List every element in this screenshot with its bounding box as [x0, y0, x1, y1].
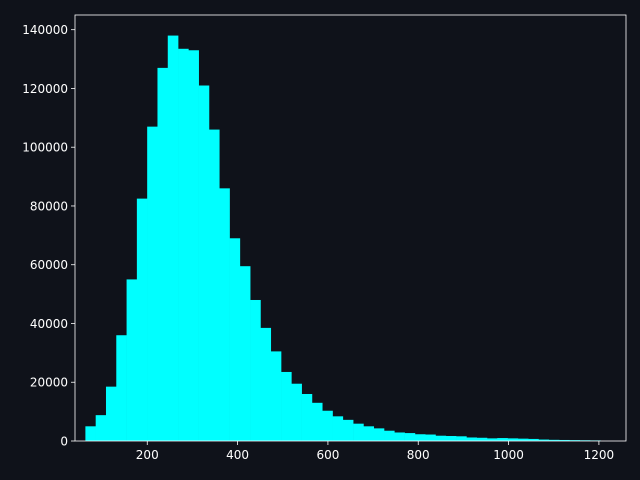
- y-axis: 0 20000 40000 60000 80000 100000 120000 140000: [22, 23, 75, 449]
- histogram-bar: [528, 438, 539, 441]
- x-tick-label: 1200: [584, 448, 615, 462]
- histogram-bar: [404, 433, 416, 441]
- x-tick-label: 600: [316, 448, 339, 462]
- histogram-bar: [569, 440, 580, 441]
- histogram-bar: [445, 436, 457, 441]
- histogram-bar: [291, 383, 302, 441]
- histogram-bar: [559, 439, 570, 441]
- plot-frame: [74, 14, 627, 442]
- histogram-bar: [322, 410, 333, 441]
- histogram-bar: [373, 428, 385, 441]
- x-tick-label: 400: [226, 448, 249, 462]
- histogram-bar: [311, 402, 323, 441]
- histogram-bar: [116, 335, 127, 441]
- histogram-bar: [507, 438, 519, 441]
- histogram-bar: [342, 419, 354, 441]
- histogram-bar: [476, 437, 488, 441]
- histogram-bar: [435, 435, 447, 441]
- histogram-bar: [414, 434, 426, 441]
- histogram-bar: [353, 423, 364, 441]
- histogram-bar: [301, 393, 313, 441]
- x-tick-label: 200: [136, 448, 159, 462]
- histogram-bar: [466, 437, 477, 441]
- y-tick-label: 60000: [30, 258, 68, 272]
- histogram-bar: [105, 386, 117, 441]
- histogram-bar: [239, 266, 251, 441]
- histogram-bar: [219, 188, 230, 441]
- y-tick-label: 80000: [30, 199, 68, 213]
- y-tick-label: 40000: [30, 317, 68, 331]
- y-tick-label: 0: [60, 435, 68, 449]
- histogram-bar: [95, 415, 107, 441]
- histogram-bar: [198, 85, 210, 441]
- histogram-bar: [394, 432, 405, 441]
- y-tick-label: 20000: [30, 376, 68, 390]
- histogram-bar: [425, 434, 436, 441]
- x-tick-label: 800: [407, 448, 430, 462]
- histogram-bar: [147, 126, 158, 441]
- histogram-bar: [538, 439, 550, 441]
- histogram-bar: [260, 327, 272, 441]
- x-tick-label: 1000: [493, 448, 524, 462]
- histogram-bar: [456, 436, 467, 441]
- y-tick-label: 120000: [22, 82, 68, 96]
- histogram-bar: [85, 426, 96, 441]
- histogram-bar: [208, 129, 220, 441]
- histogram-bar: [188, 50, 199, 441]
- histogram-bar: [486, 438, 498, 441]
- histogram-bar: [270, 351, 282, 441]
- y-tick-label: 100000: [22, 141, 68, 155]
- bars-group: [85, 35, 601, 441]
- histogram-bar: [363, 426, 375, 441]
- histogram-bar: [167, 35, 179, 441]
- histogram-bar: [157, 67, 169, 441]
- histogram-bar: [229, 238, 241, 441]
- histogram-bar: [178, 48, 189, 441]
- histogram-bar: [497, 438, 508, 441]
- histogram-bar: [250, 299, 261, 441]
- histogram-bar: [332, 416, 344, 441]
- histogram-bar: [517, 438, 529, 441]
- histogram-bar: [136, 198, 148, 441]
- histogram-bar: [126, 279, 138, 441]
- histogram-bar: [384, 430, 395, 441]
- histogram-bar: [281, 371, 292, 441]
- y-tick-label: 140000: [22, 23, 68, 37]
- histogram-bar: [548, 439, 560, 441]
- x-axis: 200 400 600 800 1000 1200: [136, 441, 614, 462]
